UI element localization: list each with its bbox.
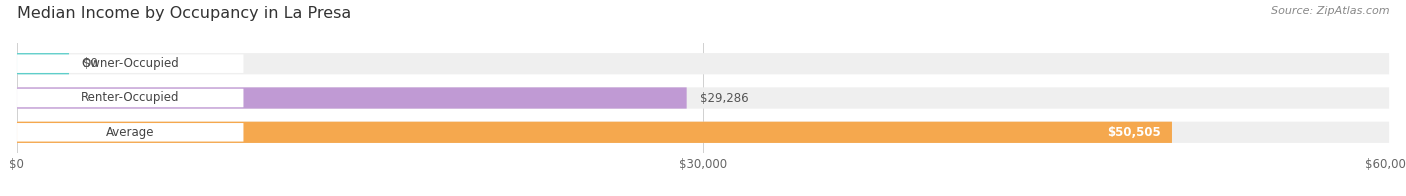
FancyBboxPatch shape — [17, 54, 243, 73]
Text: $29,286: $29,286 — [700, 92, 749, 104]
FancyBboxPatch shape — [17, 87, 686, 109]
FancyBboxPatch shape — [17, 89, 243, 107]
Text: Source: ZipAtlas.com: Source: ZipAtlas.com — [1271, 6, 1389, 16]
FancyBboxPatch shape — [17, 53, 1389, 74]
FancyBboxPatch shape — [17, 87, 1389, 109]
FancyBboxPatch shape — [17, 122, 1389, 143]
Text: Average: Average — [105, 126, 155, 139]
Text: Median Income by Occupancy in La Presa: Median Income by Occupancy in La Presa — [17, 6, 352, 21]
FancyBboxPatch shape — [17, 53, 69, 74]
Text: Renter-Occupied: Renter-Occupied — [82, 92, 180, 104]
Text: $0: $0 — [83, 57, 97, 70]
Text: Owner-Occupied: Owner-Occupied — [82, 57, 179, 70]
FancyBboxPatch shape — [17, 123, 243, 142]
FancyBboxPatch shape — [17, 122, 1173, 143]
Text: $50,505: $50,505 — [1108, 126, 1161, 139]
